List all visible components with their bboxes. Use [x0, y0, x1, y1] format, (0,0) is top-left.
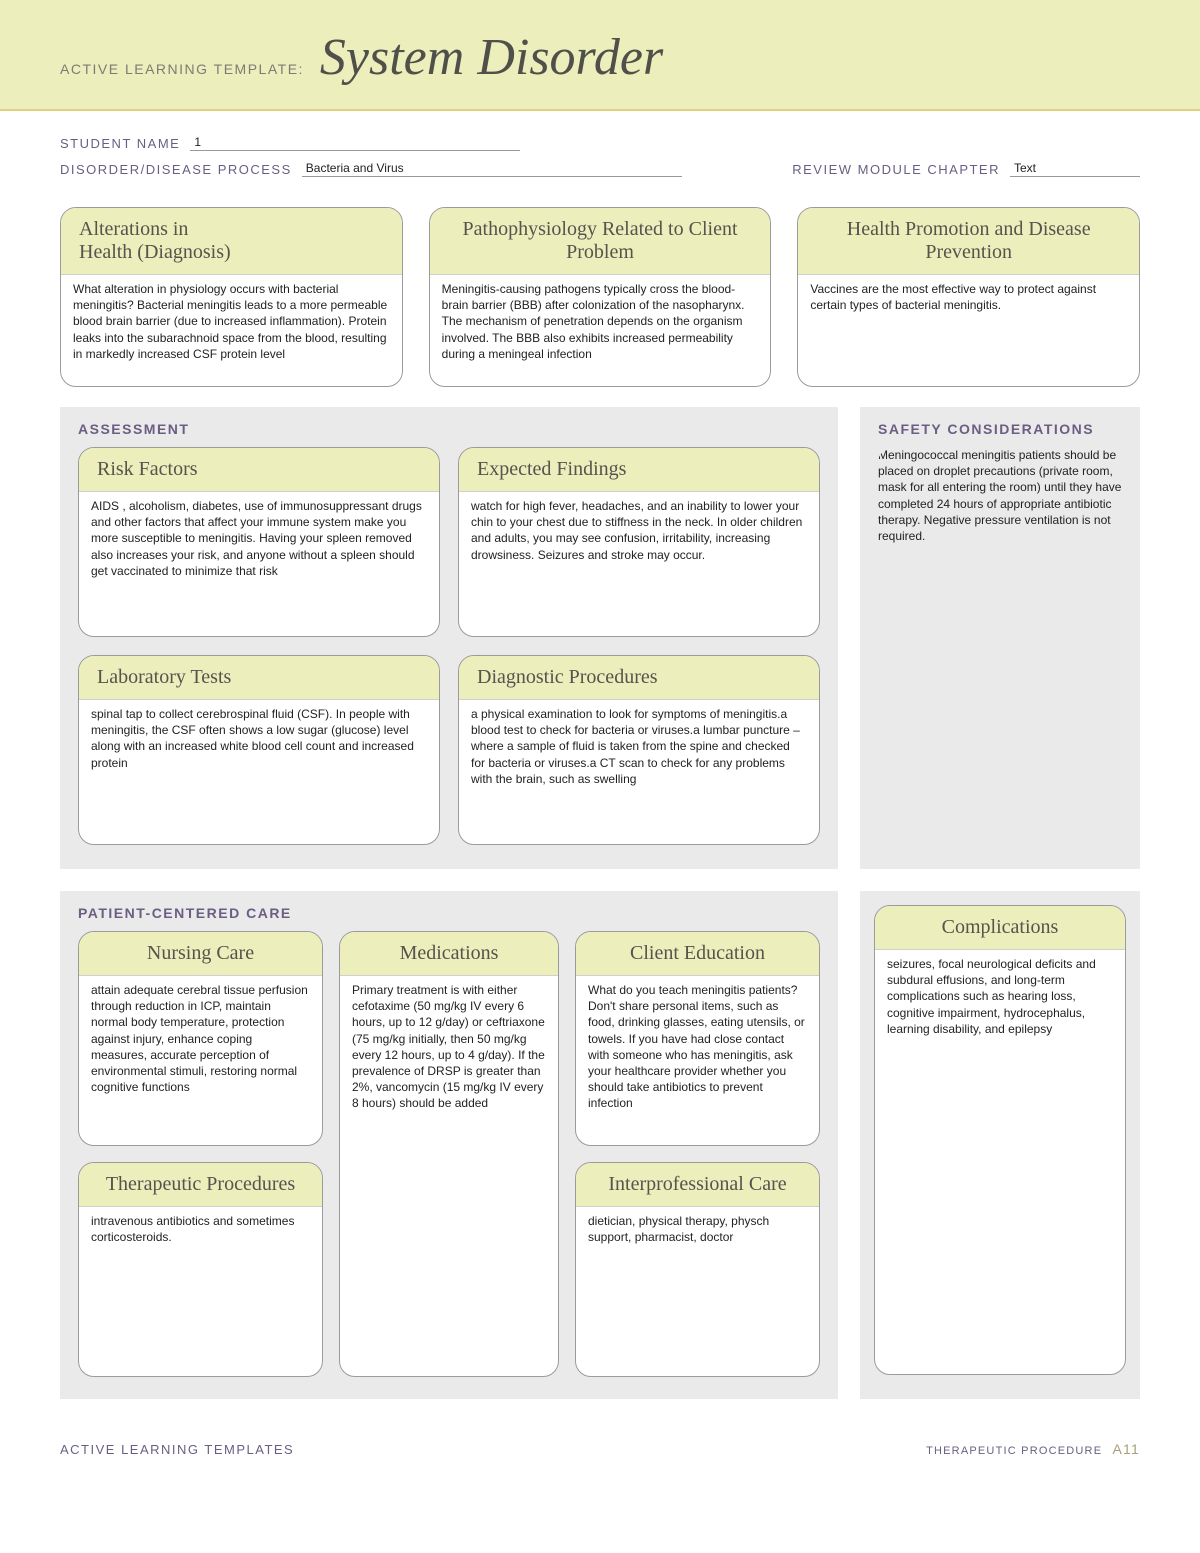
nursing-title: Nursing Care: [97, 942, 304, 965]
banner-prefix: ACTIVE LEARNING TEMPLATE:: [60, 61, 304, 77]
findings-card: Expected Findings watch for high fever, …: [458, 447, 820, 637]
footer-right-text: THERAPEUTIC PROCEDURE: [926, 1445, 1102, 1457]
safety-title: SAFETY CONSIDERATIONS: [878, 421, 1122, 437]
patho-card: Pathophysiology Related to Client Proble…: [429, 207, 772, 387]
safety-card: Meningococcal meningitis patients should…: [878, 447, 1122, 847]
page-footer: ACTIVE LEARNING TEMPLATES THERAPEUTIC PR…: [0, 1421, 1200, 1487]
nursing-card: Nursing Care attain adequate cerebral ti…: [78, 931, 323, 1146]
therapeutic-card: Therapeutic Procedures intravenous antib…: [78, 1162, 323, 1377]
interprof-title: Interprofessional Care: [594, 1173, 801, 1196]
risk-card: Risk Factors AIDS , alcoholism, diabetes…: [78, 447, 440, 637]
meds-title: Medications: [358, 942, 540, 965]
chapter-label: REVIEW MODULE CHAPTER: [792, 162, 1000, 177]
labs-title: Laboratory Tests: [97, 666, 421, 689]
diag-body[interactable]: a physical examination to look for sympt…: [459, 700, 819, 844]
patho-title: Pathophysiology Related to Client Proble…: [448, 218, 753, 264]
pcare-title: PATIENT-CENTERED CARE: [78, 905, 820, 921]
complications-body[interactable]: seizures, focal neurological deficits an…: [875, 950, 1125, 1374]
education-title: Client Education: [594, 942, 801, 965]
disease-label: DISORDER/DISEASE PROCESS: [60, 162, 292, 177]
interprof-body[interactable]: dietician, physical therapy, physch supp…: [576, 1207, 819, 1376]
safety-body[interactable]: Meningococcal meningitis patients should…: [878, 447, 1122, 847]
healthpromo-card: Health Promotion and Disease Prevention …: [797, 207, 1140, 387]
healthpromo-body[interactable]: Vaccines are the most effective way to p…: [798, 275, 1139, 386]
footer-right: THERAPEUTIC PROCEDURE A11: [926, 1441, 1140, 1457]
meds-card: Medications Primary treatment is with ei…: [339, 931, 559, 1377]
disease-value[interactable]: Bacteria and Virus: [302, 161, 682, 177]
alterations-title: Alterations in Health (Diagnosis): [79, 218, 384, 264]
alterations-card: Alterations in Health (Diagnosis) What a…: [60, 207, 403, 387]
footer-page: A11: [1113, 1441, 1140, 1457]
findings-title: Expected Findings: [477, 458, 801, 481]
safety-panel: SAFETY CONSIDERATIONS Meningococcal meni…: [860, 407, 1140, 869]
therapeutic-title: Therapeutic Procedures: [97, 1173, 304, 1196]
complications-card: Complications seizures, focal neurologic…: [874, 905, 1126, 1375]
education-body[interactable]: What do you teach meningitis patients? D…: [576, 976, 819, 1145]
therapeutic-body[interactable]: intravenous antibiotics and sometimes co…: [79, 1207, 322, 1376]
pcare-panel: PATIENT-CENTERED CARE Nursing Care attai…: [60, 891, 838, 1399]
student-name-field: STUDENT NAME 1: [60, 135, 520, 151]
footer-left: ACTIVE LEARNING TEMPLATES: [60, 1442, 294, 1457]
interprof-card: Interprofessional Care dietician, physic…: [575, 1162, 820, 1377]
assessment-title: ASSESSMENT: [78, 421, 820, 437]
disease-field: DISORDER/DISEASE PROCESS Bacteria and Vi…: [60, 161, 682, 177]
findings-body[interactable]: watch for high fever, headaches, and an …: [459, 492, 819, 636]
assessment-panel: ASSESSMENT Risk Factors AIDS , alcoholis…: [60, 407, 838, 869]
alterations-body[interactable]: What alteration in physiology occurs wit…: [61, 275, 402, 386]
risk-title: Risk Factors: [97, 458, 421, 481]
nursing-body[interactable]: attain adequate cerebral tissue perfusio…: [79, 976, 322, 1145]
risk-body[interactable]: AIDS , alcoholism, diabetes, use of immu…: [79, 492, 439, 636]
banner-title: System Disorder: [320, 28, 663, 87]
complications-panel: Complications seizures, focal neurologic…: [860, 891, 1140, 1399]
labs-body[interactable]: spinal tap to collect cerebrospinal flui…: [79, 700, 439, 844]
student-name-label: STUDENT NAME: [60, 136, 180, 151]
healthpromo-title: Health Promotion and Disease Prevention: [816, 218, 1121, 264]
diag-card: Diagnostic Procedures a physical examina…: [458, 655, 820, 845]
student-name-value[interactable]: 1: [190, 135, 520, 151]
education-card: Client Education What do you teach menin…: [575, 931, 820, 1146]
diag-title: Diagnostic Procedures: [477, 666, 801, 689]
labs-card: Laboratory Tests spinal tap to collect c…: [78, 655, 440, 845]
meds-body[interactable]: Primary treatment is with either cefotax…: [340, 976, 558, 1376]
complications-title: Complications: [893, 916, 1107, 939]
patho-body[interactable]: Meningitis-causing pathogens typically c…: [430, 275, 771, 386]
chapter-value[interactable]: Text: [1010, 161, 1140, 177]
chapter-field: REVIEW MODULE CHAPTER Text: [792, 161, 1140, 177]
page-banner: ACTIVE LEARNING TEMPLATE: System Disorde…: [0, 0, 1200, 111]
